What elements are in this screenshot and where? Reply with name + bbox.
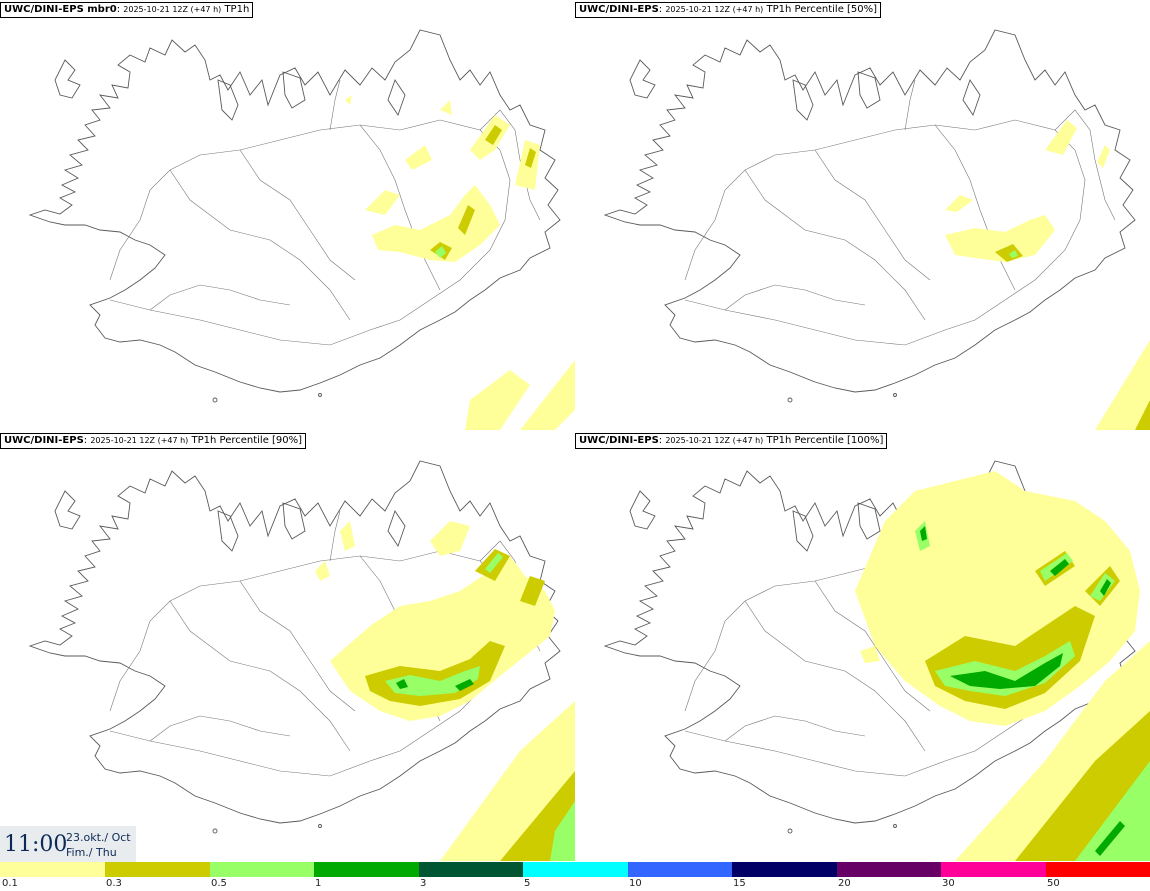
legend-label: 1 — [315, 878, 322, 889]
legend-label: 0.3 — [106, 878, 122, 889]
map-panel-p90: UWC/DINI-EPS: 2025-10-21 12Z (+47 h) TP1… — [0, 431, 575, 861]
legend-label: 30 — [942, 878, 955, 889]
legend-label: 0.5 — [211, 878, 227, 889]
precip-map — [604, 460, 1150, 861]
legend-label: 20 — [838, 878, 851, 889]
panel-title: UWC/DINI-EPS: 2025-10-21 12Z (+47 h) TP1… — [0, 433, 307, 449]
precip-area — [345, 95, 575, 430]
map-panel-p100: UWC/DINI-EPS: 2025-10-21 12Z (+47 h) TP1… — [575, 431, 1150, 861]
map-panel-mbr0: UWC/DINI-EPS mbr0: 2025-10-21 12Z (+47 h… — [0, 0, 575, 430]
legend-label: 50 — [1047, 878, 1060, 889]
legend-swatch — [523, 862, 628, 877]
map-panel-p50: UWC/DINI-EPS: 2025-10-21 12Z (+47 h) TP1… — [575, 0, 1150, 430]
legend-label: 5 — [524, 878, 531, 889]
legend-swatch — [105, 862, 210, 877]
valid-weekday: Fim./ Thu — [66, 846, 117, 859]
precip-map — [29, 460, 575, 861]
legend-swatch — [314, 862, 419, 877]
panel-title: UWC/DINI-EPS mbr0: 2025-10-21 12Z (+47 h… — [0, 2, 254, 18]
legend-swatch — [837, 862, 941, 877]
legend-label: 3 — [420, 878, 427, 889]
legend-swatch — [628, 862, 732, 877]
legend-label: 10 — [629, 878, 642, 889]
legend-swatch — [1046, 862, 1150, 877]
legend-label: 0.1 — [2, 878, 18, 889]
precip-map — [604, 29, 1150, 430]
valid-date: 23.okt./ Oct — [66, 831, 131, 844]
panel-title: UWC/DINI-EPS: 2025-10-21 12Z (+47 h) TP1… — [575, 433, 888, 449]
legend-swatch — [419, 862, 523, 877]
precip-area — [315, 521, 575, 861]
precip-area — [945, 120, 1150, 430]
legend-label: 15 — [733, 878, 746, 889]
precip-area — [855, 471, 1150, 861]
legend-swatch — [941, 862, 1046, 877]
precip-map — [29, 29, 575, 430]
valid-time-box: 11:00 23.okt./ Oct Fim./ Thu — [0, 826, 136, 862]
valid-time: 11:00 — [4, 832, 68, 857]
legend-swatch — [210, 862, 314, 877]
legend-swatch — [0, 862, 105, 877]
color-legend: 0.1 0.3 0.5 1 3 5 10 15 20 30 50 — [0, 862, 1150, 891]
legend-swatch — [732, 862, 837, 877]
panel-title: UWC/DINI-EPS: 2025-10-21 12Z (+47 h) TP1… — [575, 2, 882, 18]
